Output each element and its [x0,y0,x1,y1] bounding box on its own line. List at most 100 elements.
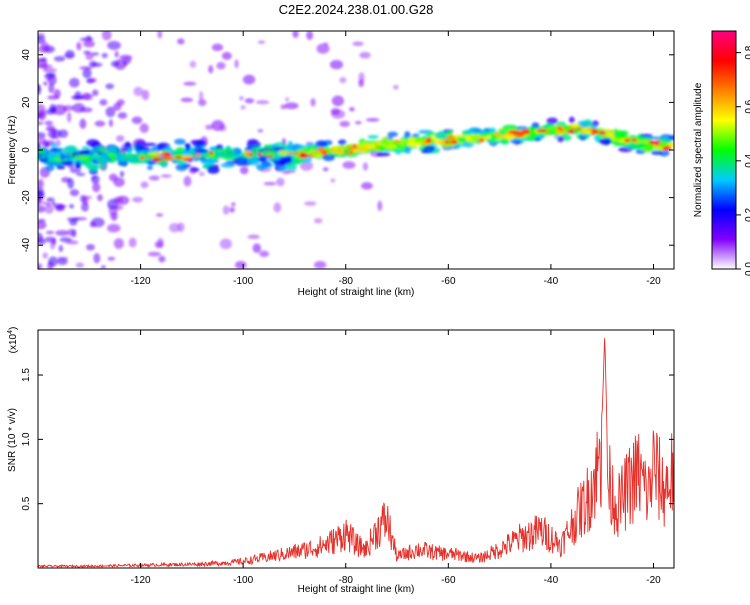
ridge-core [648,140,656,145]
ridge-core [180,155,193,159]
noise-blob [240,105,246,110]
ridge-core [347,146,357,150]
noise-blob [69,218,78,226]
noise-blob [38,45,51,53]
snr-frame [37,329,675,569]
noise-blob [313,260,327,269]
ridge-blob [61,155,74,159]
ridge-blob [367,134,379,139]
ridge-blob [190,167,200,172]
ridge-core [152,157,162,162]
noise-blob [89,221,96,228]
ridge-blob [387,131,398,137]
noise-blob [38,194,43,204]
y-tick-label: 1.5 [21,368,32,382]
ridge-blob [464,129,475,135]
noise-blob [68,204,75,209]
ridge-blob [126,147,133,155]
noise-blob [111,204,124,211]
colorbar-gradient [712,31,736,269]
scale-prefix: (x10 [8,333,19,353]
ridge-blob [613,134,627,140]
ridge-blob [529,136,536,141]
ridge-blob [536,133,546,139]
spectrogram-x-label: Height of straight line (km) [298,287,415,298]
noise-blob [51,201,56,206]
ridge-blob [81,146,90,150]
noise-blob [199,91,204,102]
noise-blob [80,202,89,212]
ridge-blob [338,139,347,146]
ridge-core [446,135,456,140]
noise-blob [42,252,48,259]
ridge-core [469,133,481,138]
noise-blob [86,35,92,41]
ridge-blob [287,141,294,149]
noise-blob [115,135,125,142]
ridge-blob [133,159,149,164]
ridge-core [139,155,145,160]
noise-blob [100,265,106,269]
ridge-blob [255,163,267,171]
noise-blob [47,95,60,100]
colorbar-frame [711,30,737,270]
ridge-blob [38,148,47,154]
noise-blob [183,81,197,86]
noise-blob [105,106,116,118]
ridge-blob [639,133,654,137]
noise-blob [47,74,57,86]
ridge-core [521,129,531,135]
snr-series-line [38,338,674,568]
noise-blob [53,203,65,210]
snr-x-ticks: -120 -100 -80 -60 -40 -20 [131,330,661,586]
ridge-core [217,155,227,159]
noise-blob [157,31,163,39]
noise-blob [44,120,53,126]
noise-blob [208,65,214,74]
noise-blob [58,129,69,138]
ridge-blob [220,162,236,168]
noise-blob [231,202,236,207]
noise-blob [107,256,116,261]
noise-blob [313,218,323,224]
noise-blob [158,255,166,263]
noise-blob [211,120,225,131]
snr-x-label: Height of straight line (km) [298,584,415,595]
noise-blob [141,89,150,101]
ridge-core [195,153,201,158]
figure-title: C2E2.2024.238.01.00.G28 [279,2,434,17]
ridge-core [162,156,174,161]
ridge-blob [87,164,99,172]
noise-blob [55,230,70,236]
noise-blob [285,97,290,102]
ridge-core [605,131,614,137]
ridge-core [337,149,342,154]
noise-blob [101,52,108,59]
spectrogram-noise [38,31,399,269]
ridge-blob [425,132,437,136]
spectrogram-ridge [38,116,674,175]
ridge-core [658,141,668,147]
noise-blob [81,92,92,101]
noise-blob [197,99,207,107]
ridge-blob [434,131,448,140]
noise-blob [377,200,383,211]
noise-blob [38,220,47,230]
x-tick-label: -120 [131,276,151,287]
ridge-blob [45,164,55,172]
colorbar-ticks: 0.0 0.2 0.4 0.6 0.8 [736,45,750,276]
ridge-core [591,130,596,136]
noise-blob [116,195,130,205]
ridge-core [631,138,637,142]
noise-blob [234,59,239,69]
ridge-blob [292,156,302,165]
noise-blob [219,238,233,250]
snr-scale-factor: (x104) [7,327,19,354]
colorbar-tick-label: 0.2 [744,208,750,222]
ridge-blob [201,157,216,166]
noise-blob [177,38,185,45]
noise-blob [79,118,87,130]
ridge-blob [59,161,73,166]
spectrogram-y-ticks: -40 -20 0 20 40 [21,49,674,252]
noise-blob [83,40,95,48]
